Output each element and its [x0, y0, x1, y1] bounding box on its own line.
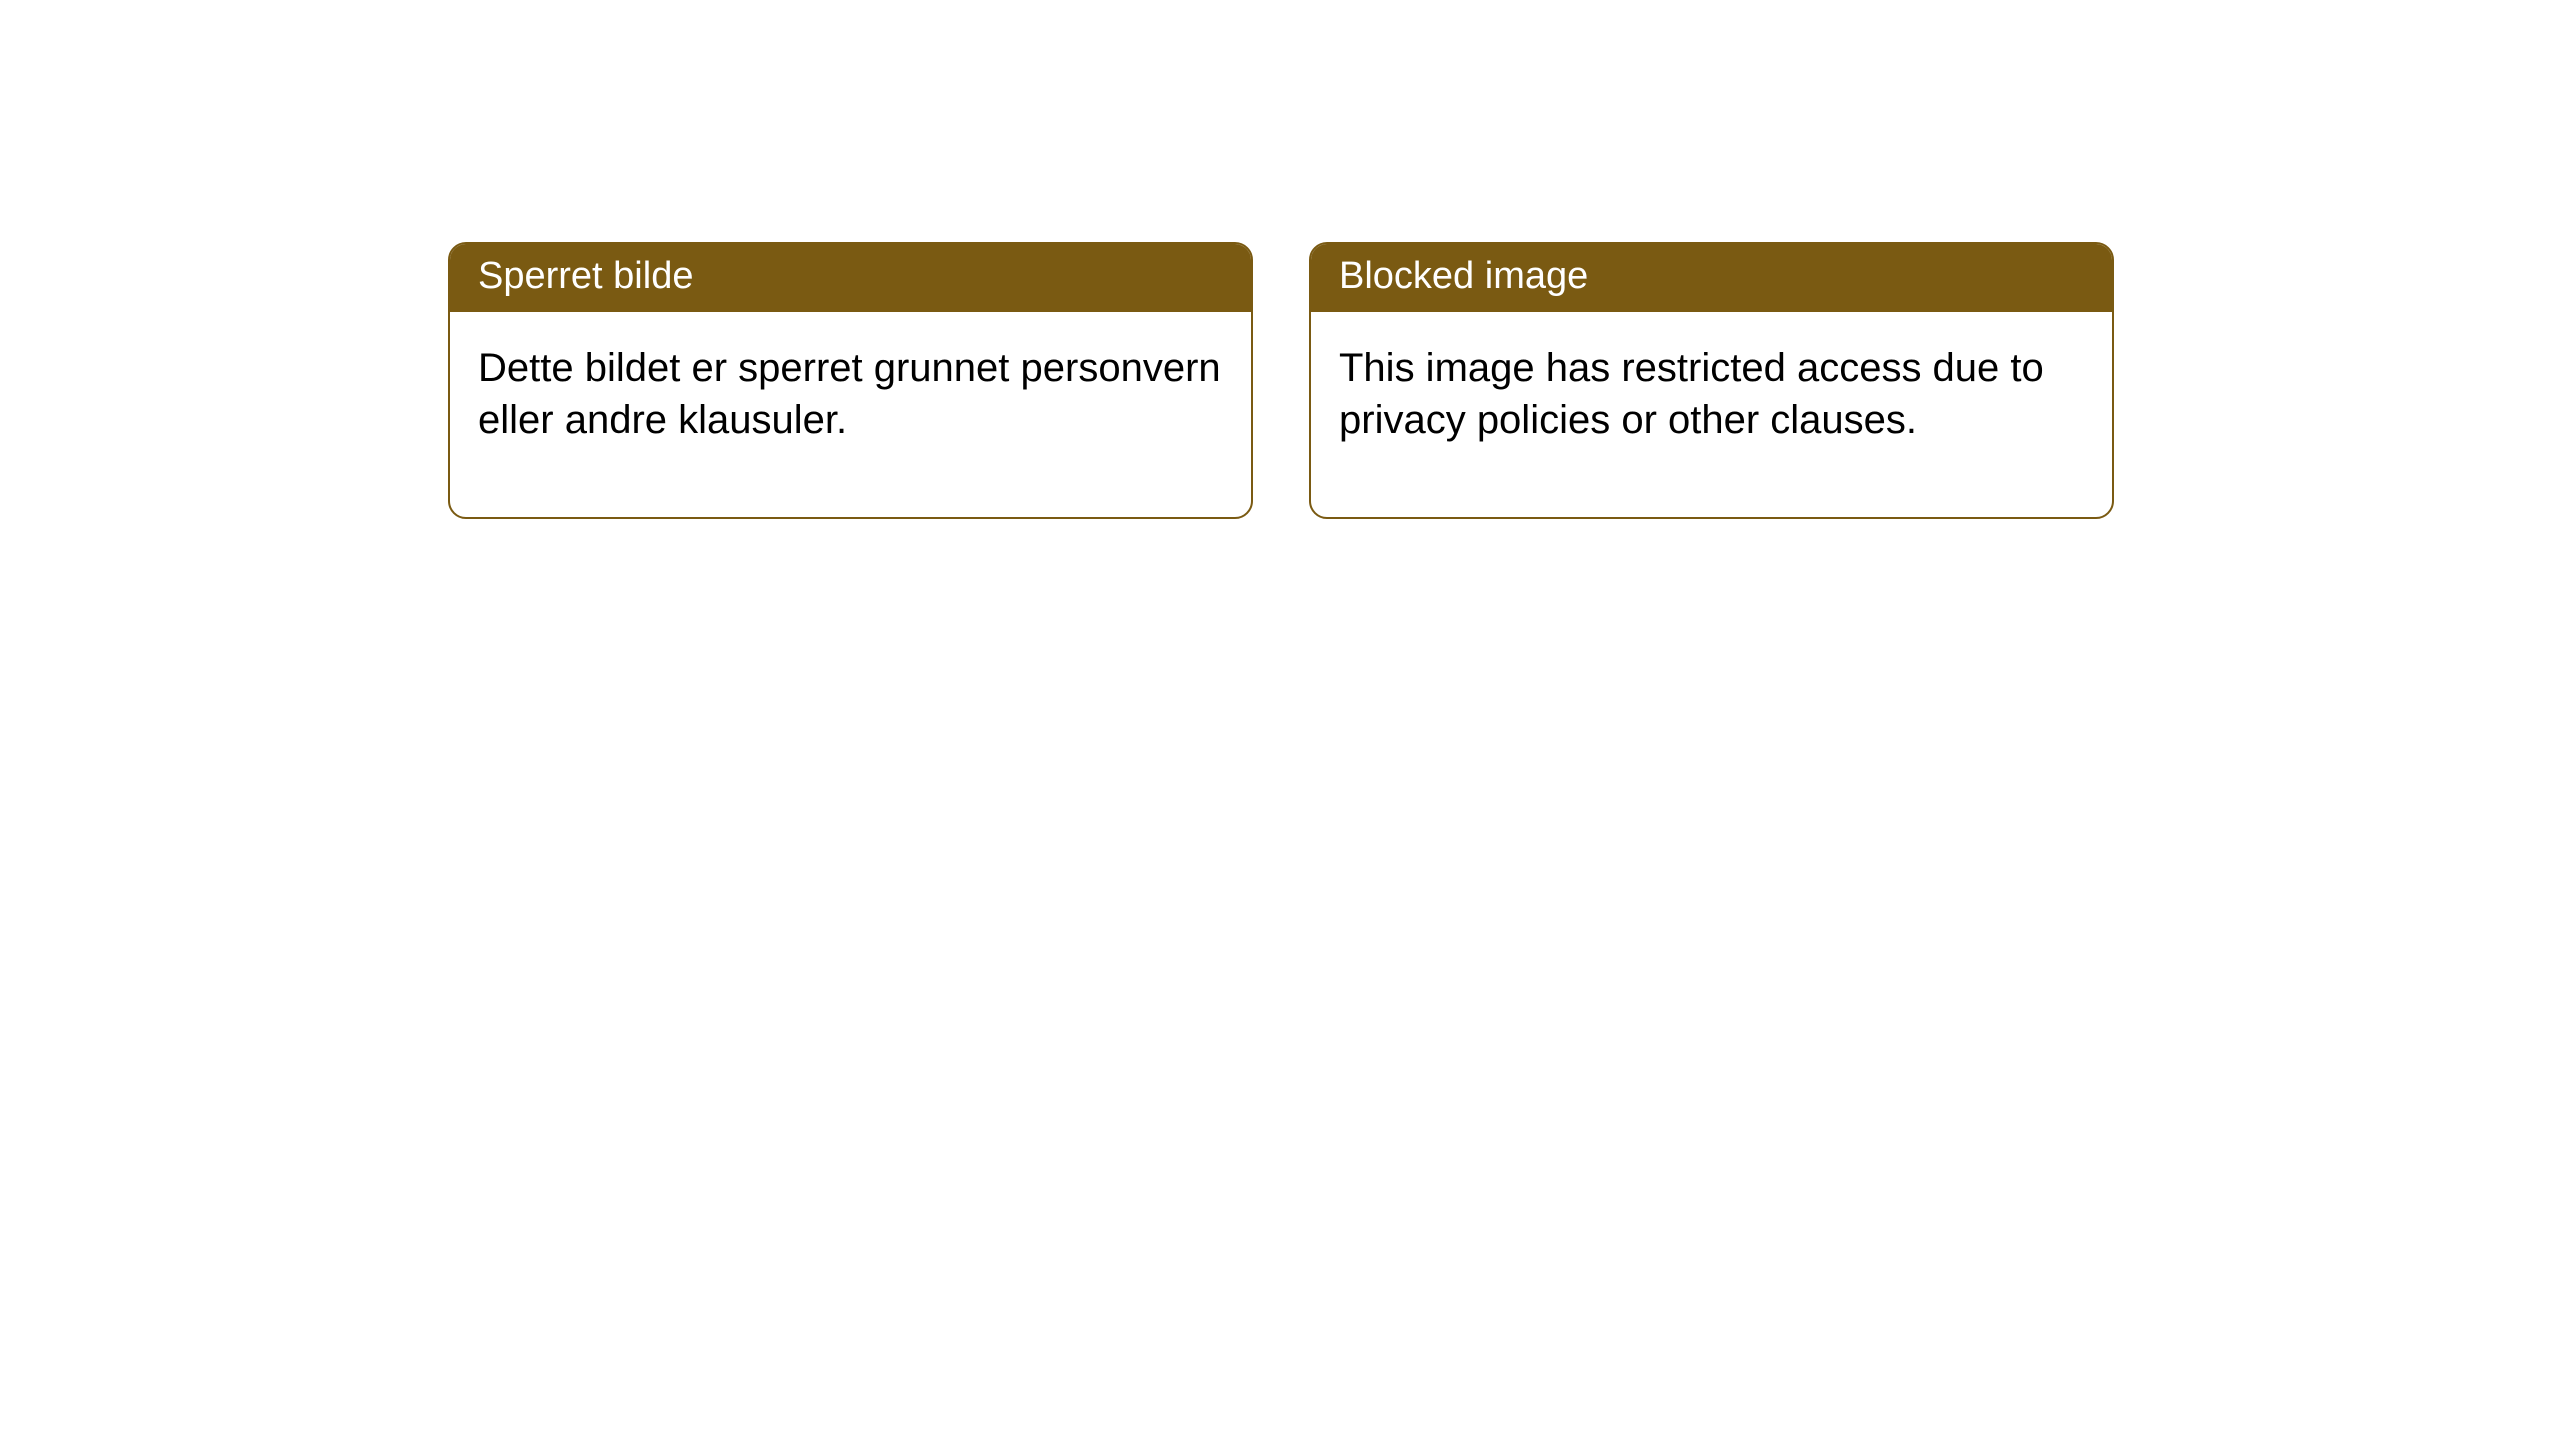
notice-message: Dette bildet er sperret grunnet personve… [478, 346, 1221, 443]
notice-title: Blocked image [1339, 255, 1588, 297]
notice-card-norwegian: Sperret bilde Dette bildet er sperret gr… [448, 242, 1253, 519]
notice-message: This image has restricted access due to … [1339, 346, 2044, 443]
notice-container: Sperret bilde Dette bildet er sperret gr… [0, 0, 2560, 519]
notice-header: Blocked image [1311, 244, 2112, 312]
notice-body: This image has restricted access due to … [1311, 312, 2112, 518]
notice-body: Dette bildet er sperret grunnet personve… [450, 312, 1251, 518]
notice-title: Sperret bilde [478, 255, 693, 297]
notice-header: Sperret bilde [450, 244, 1251, 312]
notice-card-english: Blocked image This image has restricted … [1309, 242, 2114, 519]
